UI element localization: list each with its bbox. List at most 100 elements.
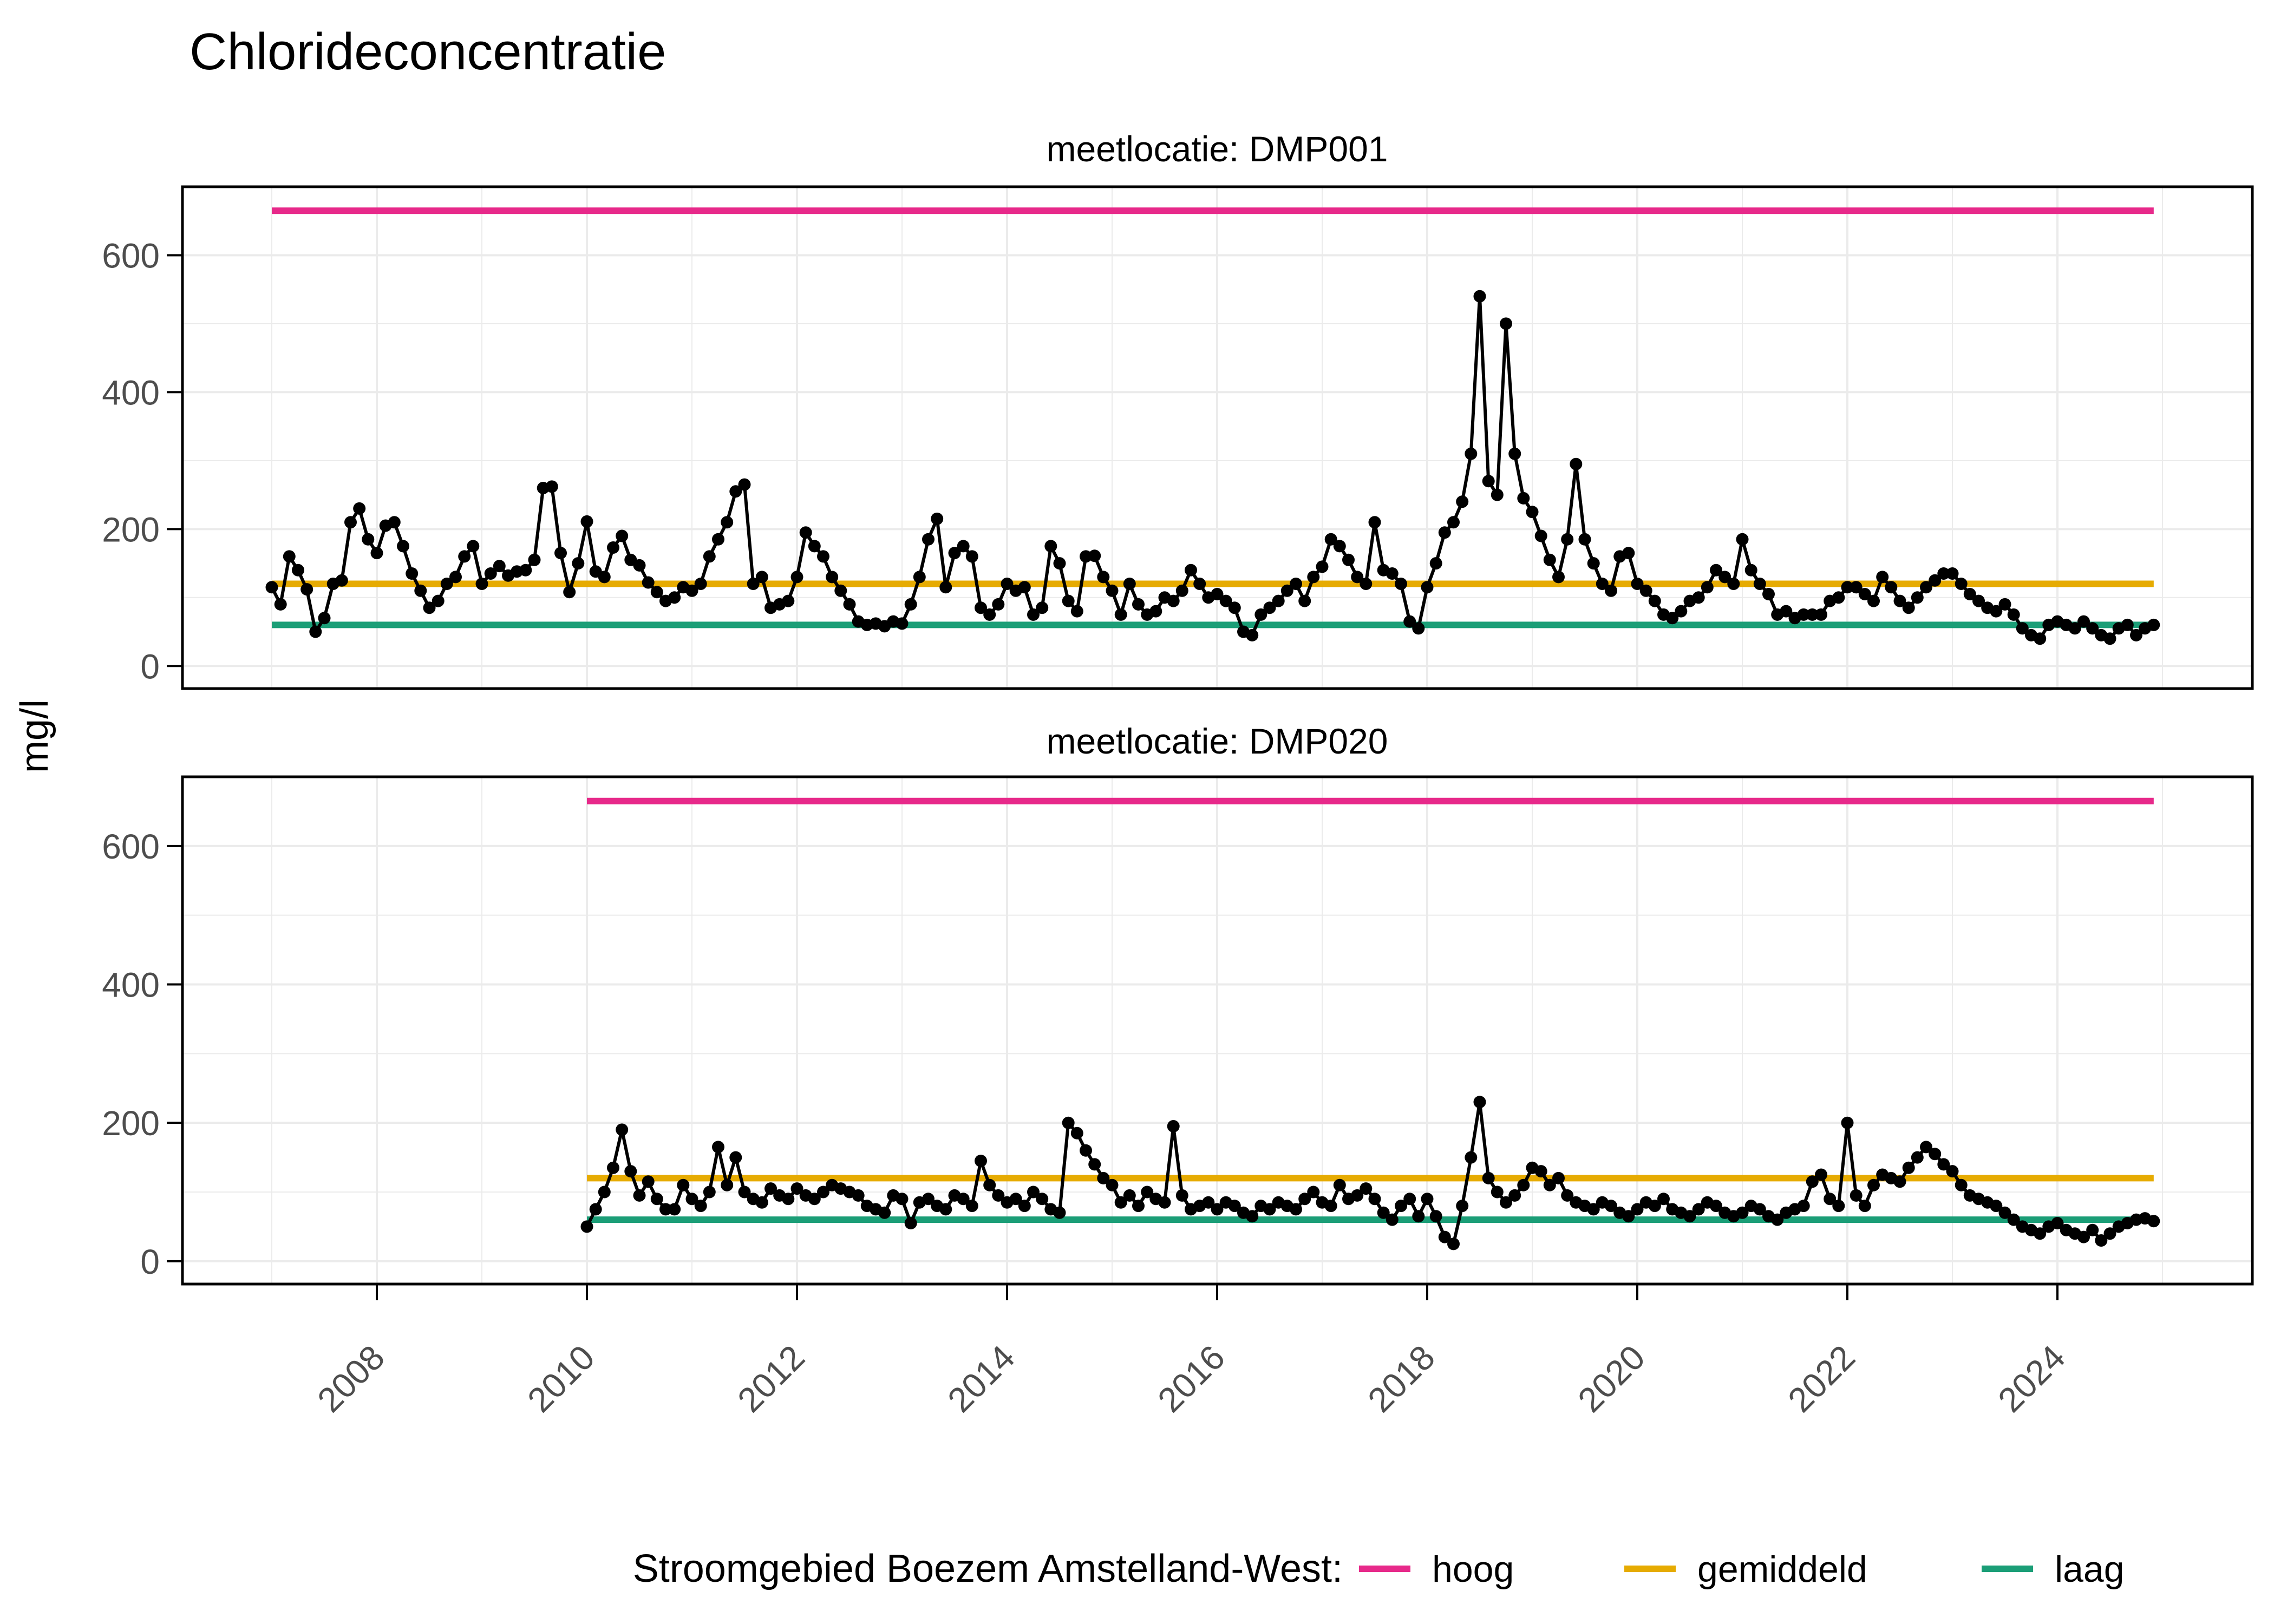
data-point xyxy=(755,571,768,584)
data-point xyxy=(1360,1182,1373,1195)
data-point xyxy=(1920,1141,1932,1154)
facet-label-dmp020: meetlocatie: DMP020 xyxy=(1047,721,1388,761)
data-point xyxy=(975,1155,987,1167)
data-point xyxy=(475,578,488,590)
data-point xyxy=(1263,601,1276,614)
data-point xyxy=(580,1220,593,1233)
data-point xyxy=(983,608,996,621)
data-point xyxy=(1447,1237,1460,1250)
data-point xyxy=(712,1141,724,1154)
data-point xyxy=(1929,574,1942,587)
data-point xyxy=(1482,475,1495,488)
data-point xyxy=(1465,447,1478,460)
data-point xyxy=(1158,1196,1171,1209)
data-point xyxy=(668,591,681,604)
y-tick-label: 0 xyxy=(140,647,160,686)
data-point xyxy=(1114,1196,1127,1209)
page-title: Chlorideconcentratie xyxy=(190,23,666,81)
data-point xyxy=(467,540,480,553)
data-point xyxy=(1893,1175,1906,1188)
data-point xyxy=(309,625,322,638)
data-point xyxy=(677,1178,690,1191)
data-point xyxy=(598,1186,611,1199)
data-point xyxy=(992,598,1005,611)
data-point xyxy=(1710,1200,1722,1213)
data-point xyxy=(1683,1210,1696,1223)
x-axis: 2008 2010 2012 2014 2016 2018 2020 2022 2024 xyxy=(310,1284,2073,1420)
data-point xyxy=(397,540,409,553)
series-points-dmp001 xyxy=(265,290,2160,645)
data-point xyxy=(852,1189,865,1202)
legend-label-hoog: hoog xyxy=(1432,1549,1514,1590)
data-point xyxy=(1657,1193,1670,1206)
data-point xyxy=(1622,547,1635,560)
data-point xyxy=(449,571,462,584)
data-point xyxy=(1298,1193,1311,1206)
data-point xyxy=(633,1189,646,1202)
data-point xyxy=(1167,1120,1180,1132)
data-point xyxy=(782,1193,795,1206)
data-point xyxy=(2034,1227,2047,1240)
data-point xyxy=(624,1165,637,1178)
data-point xyxy=(1596,578,1609,590)
data-point xyxy=(1473,290,1486,303)
data-point xyxy=(738,478,751,491)
data-point xyxy=(1937,567,1950,580)
data-point xyxy=(1605,584,1617,597)
data-point xyxy=(1631,1203,1644,1216)
data-point xyxy=(484,567,497,580)
data-point xyxy=(817,550,829,563)
data-point xyxy=(1797,1200,1810,1213)
data-point xyxy=(922,533,935,546)
data-point xyxy=(1648,594,1661,607)
data-point xyxy=(1307,571,1320,584)
data-point xyxy=(904,1217,917,1229)
data-point xyxy=(1316,560,1329,573)
data-point xyxy=(2086,622,2099,635)
data-point xyxy=(642,576,655,589)
data-point xyxy=(1219,594,1232,607)
data-point xyxy=(2095,1234,2108,1247)
data-point xyxy=(642,1175,655,1188)
data-point xyxy=(1534,1165,1547,1178)
data-point xyxy=(1858,1200,1871,1213)
data-point xyxy=(1044,540,1057,553)
data-point xyxy=(957,1193,970,1206)
data-point xyxy=(1403,615,1416,628)
data-point xyxy=(1920,581,1932,594)
data-point xyxy=(1666,612,1679,625)
data-point xyxy=(764,1182,777,1195)
y-tick-label: 200 xyxy=(102,1104,160,1143)
data-point xyxy=(1526,506,1539,519)
y-tick-label: 0 xyxy=(140,1242,160,1281)
data-point xyxy=(1963,588,1976,600)
data-point xyxy=(755,1196,768,1209)
data-point xyxy=(1465,1151,1478,1164)
data-point xyxy=(607,1161,619,1174)
data-point xyxy=(721,1178,734,1191)
data-point xyxy=(1850,581,1863,594)
data-point xyxy=(1762,588,1775,600)
data-point xyxy=(1946,567,1959,580)
data-point xyxy=(1517,492,1530,505)
data-point xyxy=(1692,1203,1705,1216)
data-point xyxy=(694,578,707,590)
y-tick-label: 400 xyxy=(102,373,160,412)
data-point xyxy=(843,598,856,611)
data-point xyxy=(1070,1127,1083,1140)
data-point xyxy=(300,583,313,596)
data-point xyxy=(414,584,427,597)
data-point xyxy=(1175,1189,1188,1202)
data-point xyxy=(1631,578,1644,590)
data-point xyxy=(1114,608,1127,621)
data-point xyxy=(1972,594,1985,607)
data-point xyxy=(1123,578,1136,590)
series-line-dmp001 xyxy=(270,294,2154,640)
data-point xyxy=(1850,1189,1863,1202)
data-point xyxy=(782,594,795,607)
panel-border xyxy=(181,185,2254,690)
data-point xyxy=(580,515,593,528)
data-point xyxy=(554,547,567,560)
data-point xyxy=(2007,608,2020,621)
data-point xyxy=(1272,594,1285,607)
